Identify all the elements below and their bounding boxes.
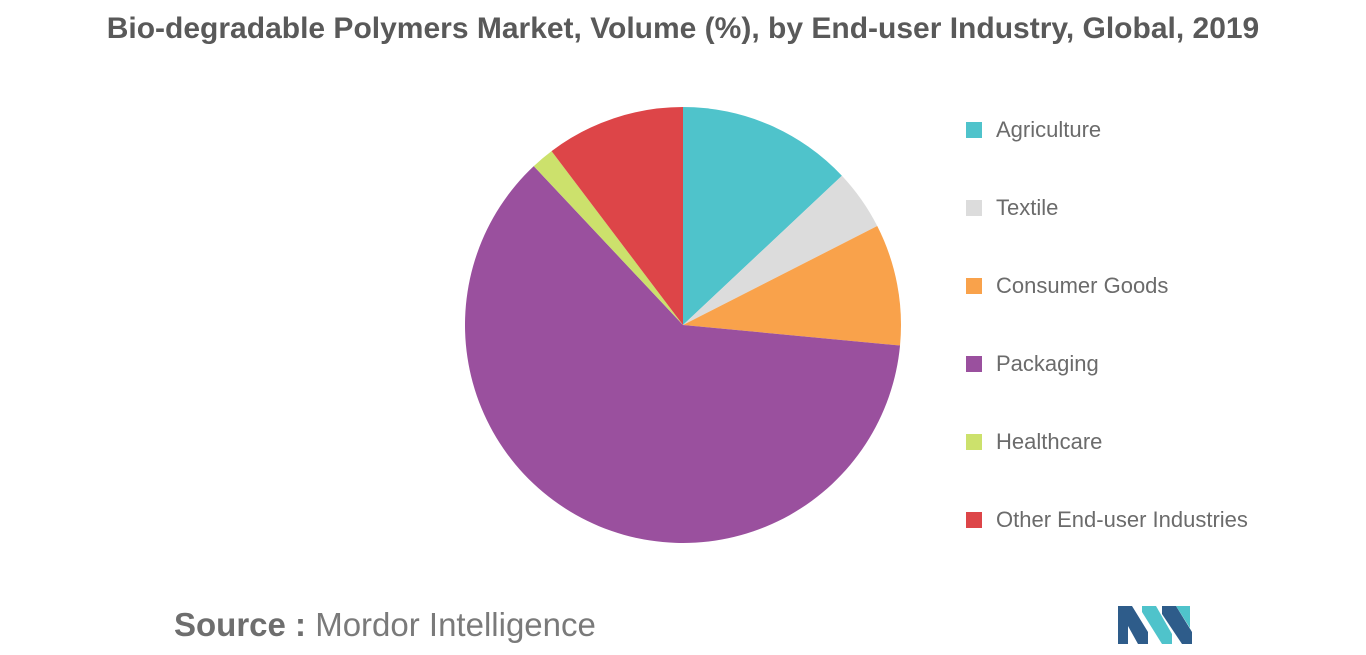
pie-slice-other-end-user-industries <box>551 107 683 325</box>
legend-item-agriculture: Agriculture <box>966 117 1101 143</box>
legend-label: Healthcare <box>996 429 1103 454</box>
legend-label: Packaging <box>996 351 1099 376</box>
pie-slice-agriculture <box>683 107 842 325</box>
logo-shape-left <box>1118 606 1148 644</box>
legend-swatch <box>966 512 982 528</box>
legend-label: Agriculture <box>996 117 1102 142</box>
pie-slice-healthcare <box>533 151 683 325</box>
legend-item-consumer-goods: Consumer Goods <box>966 273 1168 299</box>
legend-item-textile: Textile <box>966 195 1058 221</box>
legend-label: Textile <box>996 195 1059 220</box>
legend-swatch <box>966 356 982 372</box>
legend-label: Other End-user Industries <box>996 507 1248 532</box>
pie-slice-consumer-goods <box>683 226 902 346</box>
logo-shape-middle <box>1142 606 1172 644</box>
mordor-intelligence-logo-icon <box>1118 606 1192 644</box>
chart-title: Bio-degradable Polymers Market, Volume (… <box>106 12 1260 45</box>
source-prefix: Source : <box>174 606 307 643</box>
logo-shape-right <box>1162 606 1192 644</box>
source-name: Mordor Intelligence <box>315 606 596 643</box>
legend-swatch <box>966 200 982 216</box>
source-text: Source : Mordor Intelligence <box>174 606 596 644</box>
legend-label: Consumer Goods <box>996 273 1169 298</box>
pie-slice-packaging <box>465 166 901 543</box>
legend-swatch <box>966 122 982 138</box>
legend-swatch <box>966 434 982 450</box>
legend-swatch <box>966 278 982 294</box>
legend-item-healthcare: Healthcare <box>966 429 1102 455</box>
legend-item-other-end-user-industries: Other End-user Industries <box>966 507 1248 533</box>
pie-slice-textile <box>683 175 878 325</box>
legend-item-packaging: Packaging <box>966 351 1099 377</box>
logo-shape-right-accent <box>1176 606 1190 628</box>
